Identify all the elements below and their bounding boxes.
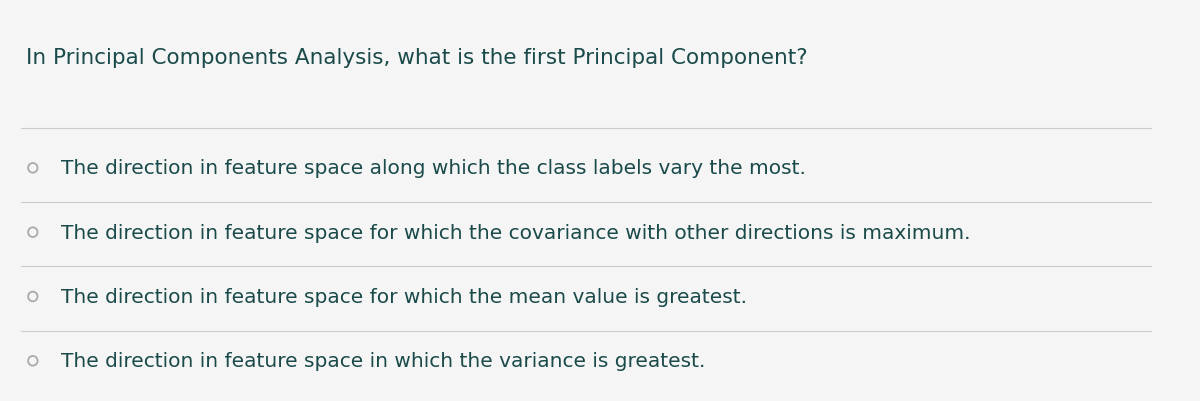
- Text: The direction in feature space along which the class labels vary the most.: The direction in feature space along whi…: [61, 159, 806, 178]
- Text: The direction in feature space for which the mean value is greatest.: The direction in feature space for which…: [61, 287, 746, 306]
- Text: The direction in feature space in which the variance is greatest.: The direction in feature space in which …: [61, 351, 706, 371]
- Text: In Principal Components Analysis, what is the first Principal Component?: In Principal Components Analysis, what i…: [25, 48, 808, 68]
- Text: The direction in feature space for which the covariance with other directions is: The direction in feature space for which…: [61, 223, 971, 242]
